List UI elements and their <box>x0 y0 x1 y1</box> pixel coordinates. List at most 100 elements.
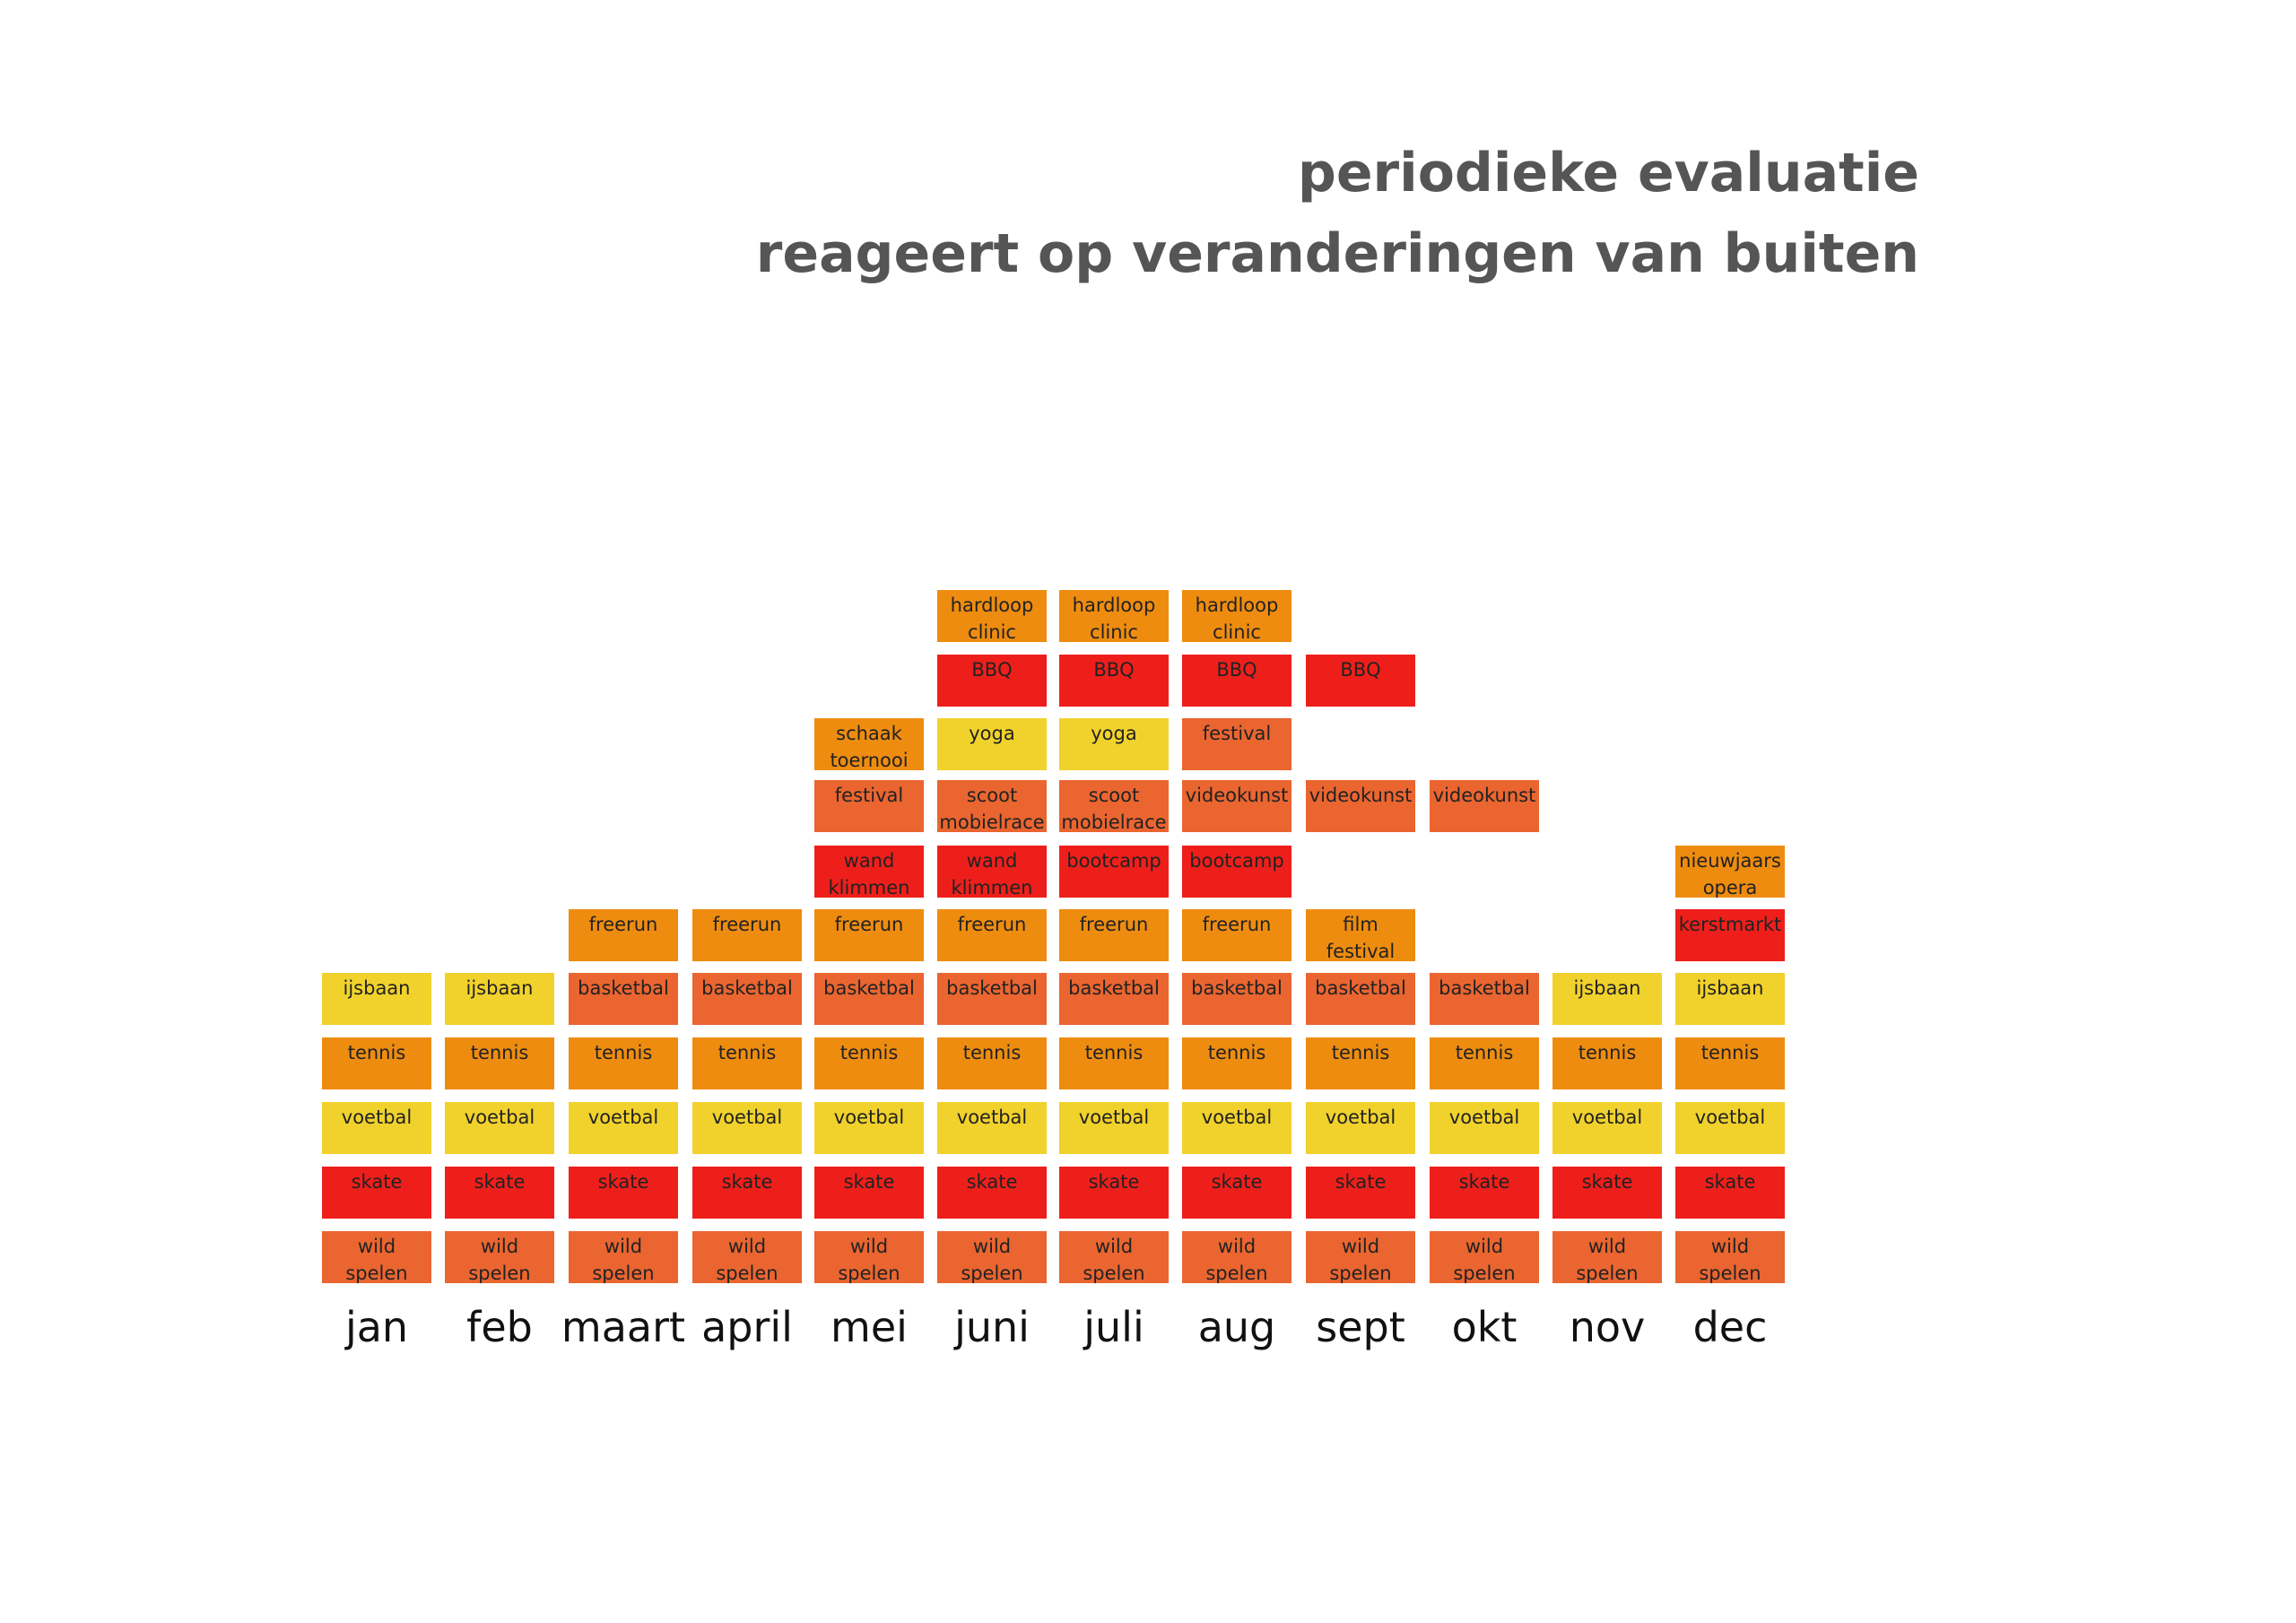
activity-label: tennis <box>718 1042 777 1063</box>
activity-block: hardloop clinic <box>1059 590 1169 642</box>
activity-label: hardloop clinic <box>950 595 1034 642</box>
activity-block: wild spelen <box>814 1231 924 1283</box>
activity-label: skate <box>1335 1171 1387 1193</box>
activity-block: ijsbaan <box>1675 973 1785 1025</box>
activity-block: festival <box>814 780 924 832</box>
month-label: dec <box>1692 1303 1768 1351</box>
activity-label: wild spelen <box>592 1236 655 1283</box>
activity-block: videokunst <box>1430 780 1539 832</box>
month-label: april <box>701 1303 793 1351</box>
activity-block: kerstmarkt <box>1675 909 1785 961</box>
activity-block: wild spelen <box>1675 1231 1785 1283</box>
activity-block: freerun <box>692 909 802 961</box>
activity-block: basketbal <box>814 973 924 1025</box>
activity-label: skate <box>721 1171 773 1193</box>
activity-block: skate <box>1059 1167 1169 1219</box>
activity-block: basketbal <box>1430 973 1539 1025</box>
activity-label: BBQ <box>1093 659 1135 681</box>
activity-label: wild spelen <box>468 1236 531 1283</box>
activity-label: bootcamp <box>1189 850 1284 872</box>
activity-block: BBQ <box>937 655 1047 707</box>
activity-block: schaak toernooi <box>814 718 924 770</box>
activity-label: freerun <box>1202 914 1272 935</box>
activity-label: voetbal <box>1201 1107 1273 1128</box>
activity-block: wand klimmen <box>937 846 1047 898</box>
activity-block: wild spelen <box>1306 1231 1415 1283</box>
activity-block: videokunst <box>1182 780 1292 832</box>
activity-label: voetbal <box>1571 1107 1643 1128</box>
activity-block: basketbal <box>1306 973 1415 1025</box>
activity-label: tennis <box>962 1042 1022 1063</box>
activity-block: tennis <box>1675 1037 1785 1089</box>
activity-label: skate <box>1458 1171 1510 1193</box>
activity-label: tennis <box>1084 1042 1144 1063</box>
activity-label: wild spelen <box>716 1236 778 1283</box>
activity-block: wild spelen <box>692 1231 802 1283</box>
activity-label: BBQ <box>971 659 1013 681</box>
activity-label: wild spelen <box>961 1236 1023 1283</box>
activity-label: tennis <box>594 1042 653 1063</box>
activity-label: voetbal <box>956 1107 1028 1128</box>
activity-block: yoga <box>937 718 1047 770</box>
activity-label: basketbal <box>1315 977 1406 999</box>
month-label: maart <box>561 1303 686 1351</box>
activity-block: voetbal <box>1306 1102 1415 1154</box>
activity-label: voetbal <box>1448 1107 1520 1128</box>
activity-block: nieuwjaars opera <box>1675 846 1785 898</box>
activity-block: skate <box>1552 1167 1662 1219</box>
activity-label: tennis <box>1455 1042 1514 1063</box>
activity-block: basketbal <box>1059 973 1169 1025</box>
activity-block: voetbal <box>937 1102 1047 1154</box>
activity-label: BBQ <box>1216 659 1257 681</box>
activity-block: bootcamp <box>1182 846 1292 898</box>
activity-label: tennis <box>470 1042 529 1063</box>
activity-label: voetbal <box>1325 1107 1396 1128</box>
activity-block: skate <box>1675 1167 1785 1219</box>
activity-label: skate <box>966 1171 1018 1193</box>
activity-block: BBQ <box>1306 655 1415 707</box>
activity-label: voetbal <box>587 1107 659 1128</box>
activity-block: freerun <box>937 909 1047 961</box>
activity-label: wild spelen <box>345 1236 408 1283</box>
month-label: sept <box>1316 1303 1405 1351</box>
activity-block: basketbal <box>692 973 802 1025</box>
activity-label: voetbal <box>833 1107 905 1128</box>
activity-label: basketbal <box>1191 977 1283 999</box>
activity-label: skate <box>351 1171 403 1193</box>
activity-label: voetbal <box>1694 1107 1766 1128</box>
activity-label: freerun <box>957 914 1027 935</box>
activity-block: film festival <box>1306 909 1415 961</box>
activity-label: ijsbaan <box>343 977 411 999</box>
activity-label: hardloop clinic <box>1195 595 1279 642</box>
activity-label: freerun <box>834 914 904 935</box>
activity-label: wild spelen <box>1329 1236 1392 1283</box>
activity-block: voetbal <box>1675 1102 1785 1154</box>
activity-label: wild spelen <box>1699 1236 1761 1283</box>
month-label: feb <box>466 1303 533 1351</box>
page-subtitle: reageert op veranderingen van buiten <box>755 222 1919 285</box>
activity-block: scoot mobielrace <box>937 780 1047 832</box>
page-title: periodieke evaluatie <box>1297 142 1919 204</box>
month-label: juni <box>954 1303 1030 1351</box>
activity-label: scoot mobielrace <box>939 785 1045 832</box>
activity-label: tennis <box>1331 1042 1390 1063</box>
activity-block: voetbal <box>814 1102 924 1154</box>
activity-block: tennis <box>1059 1037 1169 1089</box>
activity-label: tennis <box>1700 1042 1760 1063</box>
activity-label: videokunst <box>1432 785 1536 806</box>
activity-label: freerun <box>712 914 782 935</box>
activity-label: ijsbaan <box>465 977 534 999</box>
activity-label: wild spelen <box>838 1236 900 1283</box>
activity-label: skate <box>1088 1171 1140 1193</box>
activity-block: tennis <box>692 1037 802 1089</box>
activity-label: wand klimmen <box>951 850 1033 898</box>
activity-label: yoga <box>969 723 1015 744</box>
activity-block: skate <box>1430 1167 1539 1219</box>
activity-label: voetbal <box>464 1107 535 1128</box>
activity-block: tennis <box>937 1037 1047 1089</box>
activity-block: hardloop clinic <box>937 590 1047 642</box>
activity-block: wild spelen <box>1059 1231 1169 1283</box>
activity-block: tennis <box>814 1037 924 1089</box>
activity-label: basketbal <box>1439 977 1530 999</box>
